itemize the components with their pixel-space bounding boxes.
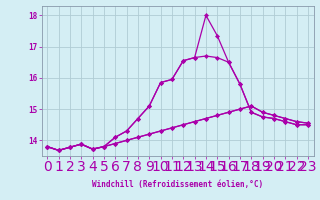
X-axis label: Windchill (Refroidissement éolien,°C): Windchill (Refroidissement éolien,°C) — [92, 180, 263, 189]
